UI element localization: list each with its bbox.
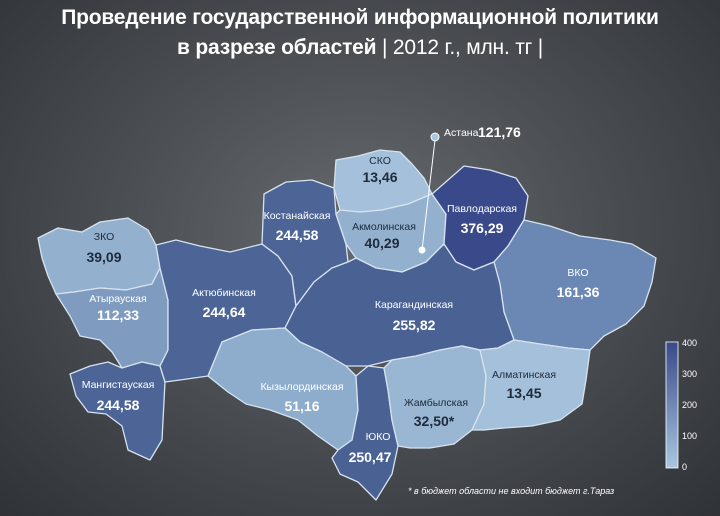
label-pavlodar-value: 376,29 [461,220,504,236]
legend-tick-300: 300 [682,369,697,379]
legend-tick-100: 100 [682,431,697,441]
label-akmola-name: Акмолинская [352,221,416,233]
label-atyrau-name: Атырауская [89,293,146,305]
region-labels: ЗКО 39,09 Атырауская 112,33 Мангистауска… [82,155,600,465]
label-pavlodar-name: Павлодарская [447,203,517,215]
label-karaganda-value: 255,82 [393,317,436,333]
label-sko-name: СКО [369,155,391,167]
label-uko-value: 250,47 [349,449,392,465]
label-mangystau-name: Мангистауская [82,379,155,391]
label-aktobe-value: 244,64 [203,304,246,320]
label-mangystau-value: 244,58 [97,397,140,413]
legend-tick-0: 0 [682,462,687,472]
astana-point[interactable] [418,246,426,254]
label-atyrau-value: 112,33 [97,307,139,323]
title-line-1: Проведение государственной информационно… [61,6,659,29]
title-line-2-bold: в разрезе областей [177,36,377,59]
label-kostanay-value: 244,58 [276,227,319,243]
astana-marker[interactable] [430,132,440,142]
label-zhambyl-value: 32,50* [414,413,455,429]
legend-scale-bar [665,341,679,469]
title-line-2-thin: | 2012 г., млн. тг | [376,36,543,59]
label-sko-value: 13,46 [362,169,397,185]
region-shapes [37,149,657,501]
label-zhambyl-name: Жамбылская [404,397,468,409]
region-karaganda[interactable] [284,243,515,367]
label-karaganda-name: Карагандинская [375,299,453,311]
label-almaty-name: Алматинская [492,369,556,381]
label-kyzylorda-value: 51,16 [284,398,319,414]
label-akmola-value: 40,29 [364,235,399,251]
label-almaty-value: 13,45 [506,385,541,401]
label-kostanay-name: Костанайская [264,210,331,222]
legend-tick-400: 400 [682,338,697,348]
label-zko-name: ЗКО [94,231,115,243]
astana-value: 121,76 [478,124,521,140]
legend-tick-200: 200 [682,400,697,410]
label-vko-value: 161,36 [557,284,600,300]
region-mangystau[interactable] [69,361,166,461]
astana-callout: Астана 121,76 [418,124,521,254]
title-line-2: в разрезе областей | 2012 г., млн. тг | [0,36,720,60]
label-uko-name: ЮКО [366,431,391,443]
color-legend: 400 300 200 100 0 [665,338,697,472]
region-almaty[interactable] [461,339,591,431]
footnote: * в бюджет области не входит бюджет г.Та… [408,486,615,496]
label-kyzylorda-name: Кызылординская [260,381,343,393]
label-zko-value: 39,09 [86,249,121,265]
astana-name: Астана [444,127,479,139]
label-aktobe-name: Актюбинская [192,287,256,299]
label-vko-name: ВКО [567,267,588,279]
